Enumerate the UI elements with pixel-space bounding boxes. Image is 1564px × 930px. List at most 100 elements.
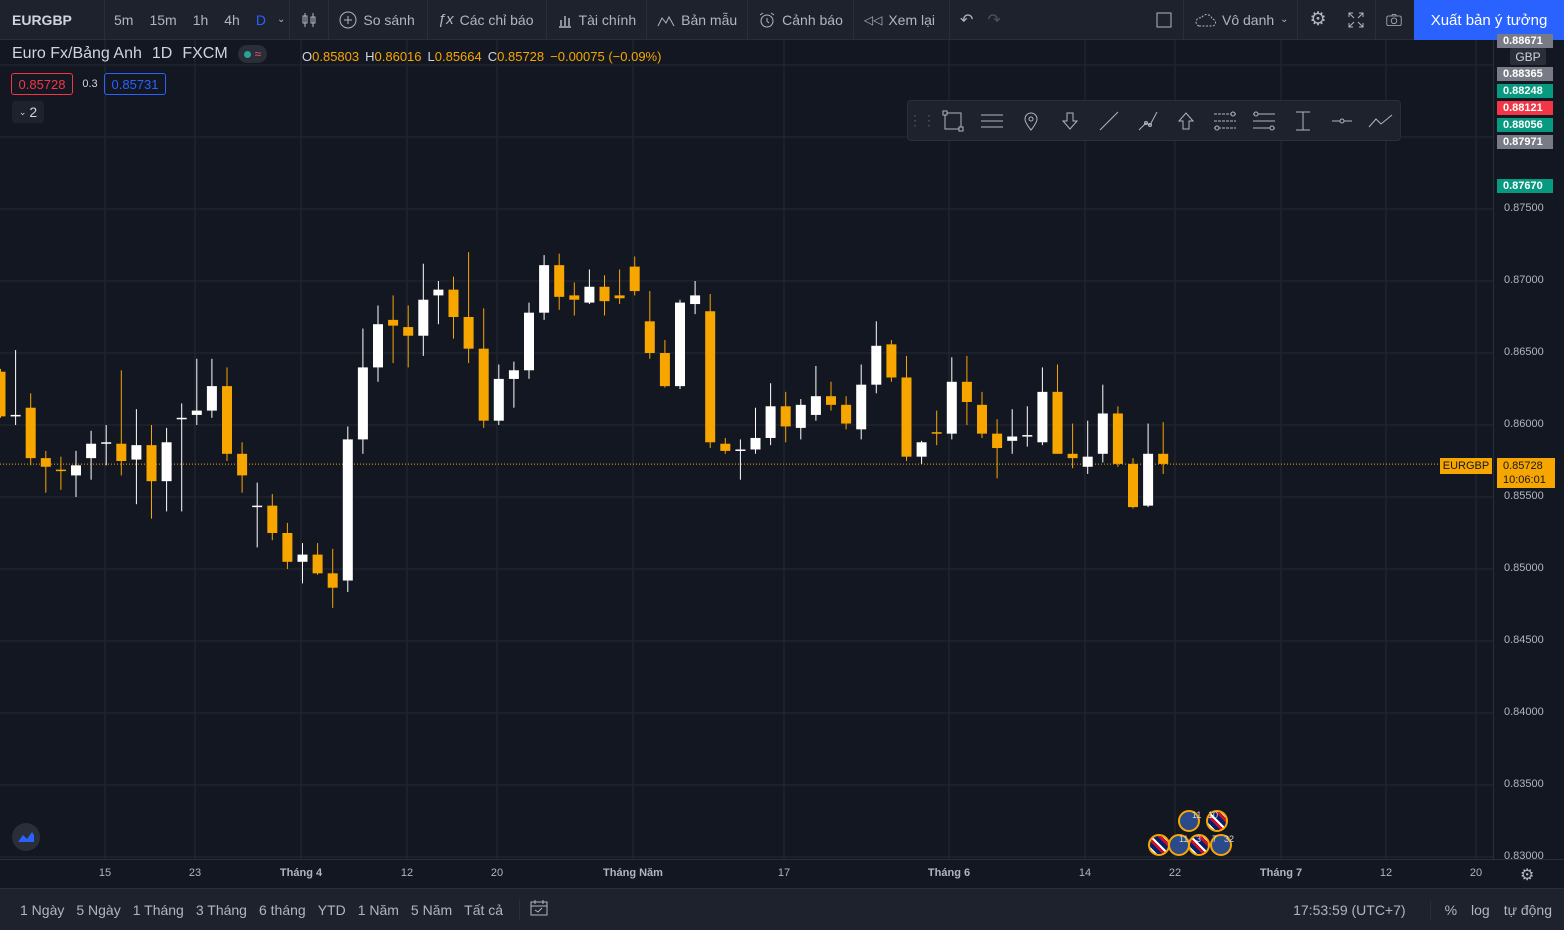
layout-name-button[interactable]: Vô danh ⌄ xyxy=(1186,0,1297,40)
arrow-down-tool[interactable] xyxy=(1050,101,1089,140)
rectangle-tool[interactable] xyxy=(934,101,973,140)
tradingview-logo[interactable] xyxy=(12,823,40,851)
price-tick-label: 0.85500 xyxy=(1504,490,1544,502)
timezone-clock[interactable]: 17:53:59 (UTC+7) xyxy=(1293,902,1406,918)
symbol-search[interactable]: EURGBP xyxy=(12,11,72,28)
candle-body xyxy=(931,432,942,434)
range-5d[interactable]: 5 Ngày xyxy=(76,901,121,918)
candle xyxy=(554,253,565,310)
event-eu-flag-icon[interactable] xyxy=(1210,834,1232,856)
publish-idea-button[interactable]: Xuất bản ý tưởng xyxy=(1414,0,1564,40)
candle xyxy=(705,293,716,449)
range-all[interactable]: Tất cả xyxy=(464,901,504,918)
settings-button[interactable]: ⚙ xyxy=(1300,0,1336,40)
candle xyxy=(1082,420,1093,474)
price-axis[interactable] xyxy=(1493,40,1564,859)
candle-body xyxy=(705,311,716,443)
interval-5m[interactable]: 5m xyxy=(114,11,134,28)
close-value: 0.85728 xyxy=(497,49,545,64)
undo-button[interactable]: ↶ xyxy=(950,0,981,40)
fullscreen-button[interactable] xyxy=(1338,0,1374,40)
open-value: 0.85803 xyxy=(312,49,360,64)
horizontal-ray-tool[interactable] xyxy=(1322,101,1361,140)
pin-tool[interactable] xyxy=(1012,101,1051,140)
range-6m[interactable]: 6 tháng xyxy=(258,901,306,918)
candle xyxy=(931,410,942,446)
buy-button[interactable]: 0.85731 xyxy=(104,73,166,95)
indicators-button[interactable]: ƒx Các chỉ báo xyxy=(428,0,546,40)
candle xyxy=(735,439,746,480)
event-uk-flag-icon[interactable] xyxy=(1206,810,1228,832)
price-range-tool[interactable] xyxy=(1283,101,1322,140)
candle-body xyxy=(478,348,489,421)
candle-body xyxy=(176,417,187,420)
parallel-channel-tool[interactable] xyxy=(1245,101,1284,140)
date-range-button[interactable] xyxy=(530,900,548,919)
currency-label[interactable]: GBP xyxy=(1510,48,1546,65)
candle xyxy=(841,396,852,430)
drag-handle-icon[interactable]: ⋮⋮ xyxy=(908,112,936,128)
price-chart[interactable] xyxy=(0,40,1493,859)
axis-settings-gear-icon[interactable]: ⚙ xyxy=(1520,867,1535,884)
replay-button[interactable]: ◁◁ Xem lại xyxy=(854,0,949,40)
price-tick-label: 0.87500 xyxy=(1504,202,1544,214)
alerts-button[interactable]: Cảnh báo xyxy=(748,0,853,40)
interval-15m[interactable]: 15m xyxy=(149,11,177,28)
candle xyxy=(10,350,21,425)
percent-scale-toggle[interactable]: % xyxy=(1444,902,1458,918)
map-pin-icon xyxy=(1024,112,1038,131)
path-tool[interactable] xyxy=(1128,101,1167,140)
layout-select-button[interactable] xyxy=(1145,0,1183,40)
candle xyxy=(961,355,972,425)
market-status[interactable]: ≈ xyxy=(237,45,268,63)
interval-4h[interactable]: 4h xyxy=(224,11,240,28)
arrow-up-tool[interactable] xyxy=(1167,101,1206,140)
candle-body xyxy=(629,266,640,292)
candle xyxy=(1007,409,1018,454)
fib-tool[interactable] xyxy=(1206,101,1245,140)
sell-button[interactable]: 0.85728 xyxy=(11,73,73,95)
divider xyxy=(1429,900,1431,920)
range-1y[interactable]: 1 Năm xyxy=(357,901,399,918)
candle-body xyxy=(71,465,81,476)
range-1m[interactable]: 1 Tháng xyxy=(132,901,184,918)
event-uk-flag-icon[interactable] xyxy=(1148,834,1170,856)
interval-1h[interactable]: 1h xyxy=(192,11,209,28)
divider xyxy=(328,0,330,40)
symbol-description[interactable]: Euro Fx/Bảng Anh xyxy=(12,45,142,62)
bar-countdown: 10:06:01 xyxy=(1503,474,1546,486)
trend-line-tool[interactable] xyxy=(1089,101,1128,140)
auto-scale-toggle[interactable]: tự động xyxy=(1503,902,1552,918)
chart-type-button[interactable] xyxy=(290,0,328,40)
snapshot-button[interactable] xyxy=(1378,0,1410,40)
candle xyxy=(101,425,112,466)
template-icon xyxy=(657,15,675,26)
candle xyxy=(161,427,172,512)
high-value: 0.86016 xyxy=(374,49,422,64)
candle xyxy=(146,425,157,519)
event-uk-flag-icon[interactable] xyxy=(1188,834,1210,856)
chevron-down-icon[interactable]: ⌄ xyxy=(276,14,286,25)
candle-body xyxy=(614,295,625,299)
time-axis[interactable] xyxy=(0,859,1564,888)
interval-d[interactable]: D xyxy=(255,11,266,28)
candle-body xyxy=(841,404,852,424)
candle-body xyxy=(116,443,127,461)
range-1d[interactable]: 1 Ngày xyxy=(20,901,65,918)
financials-button[interactable]: Tài chính xyxy=(547,0,647,40)
lines-tool[interactable] xyxy=(973,101,1012,140)
event-eu-flag-icon[interactable] xyxy=(1178,810,1200,832)
polyline-tool[interactable] xyxy=(1361,101,1400,140)
templates-button[interactable]: Bản mẫu xyxy=(647,0,747,40)
candle-body xyxy=(690,295,701,305)
range-5y[interactable]: 5 Năm xyxy=(410,901,453,918)
candle-body xyxy=(810,396,821,415)
collapse-indicators-button[interactable]: ⌄ 2 xyxy=(12,101,44,123)
compare-button[interactable]: So sánh xyxy=(329,0,426,40)
candle-body xyxy=(418,299,429,336)
range-ytd[interactable]: YTD xyxy=(317,901,346,918)
range-3m[interactable]: 3 Tháng xyxy=(195,901,247,918)
redo-button[interactable]: ↷ xyxy=(981,0,1006,40)
log-scale-toggle[interactable]: log xyxy=(1471,902,1490,918)
candle xyxy=(644,291,655,359)
